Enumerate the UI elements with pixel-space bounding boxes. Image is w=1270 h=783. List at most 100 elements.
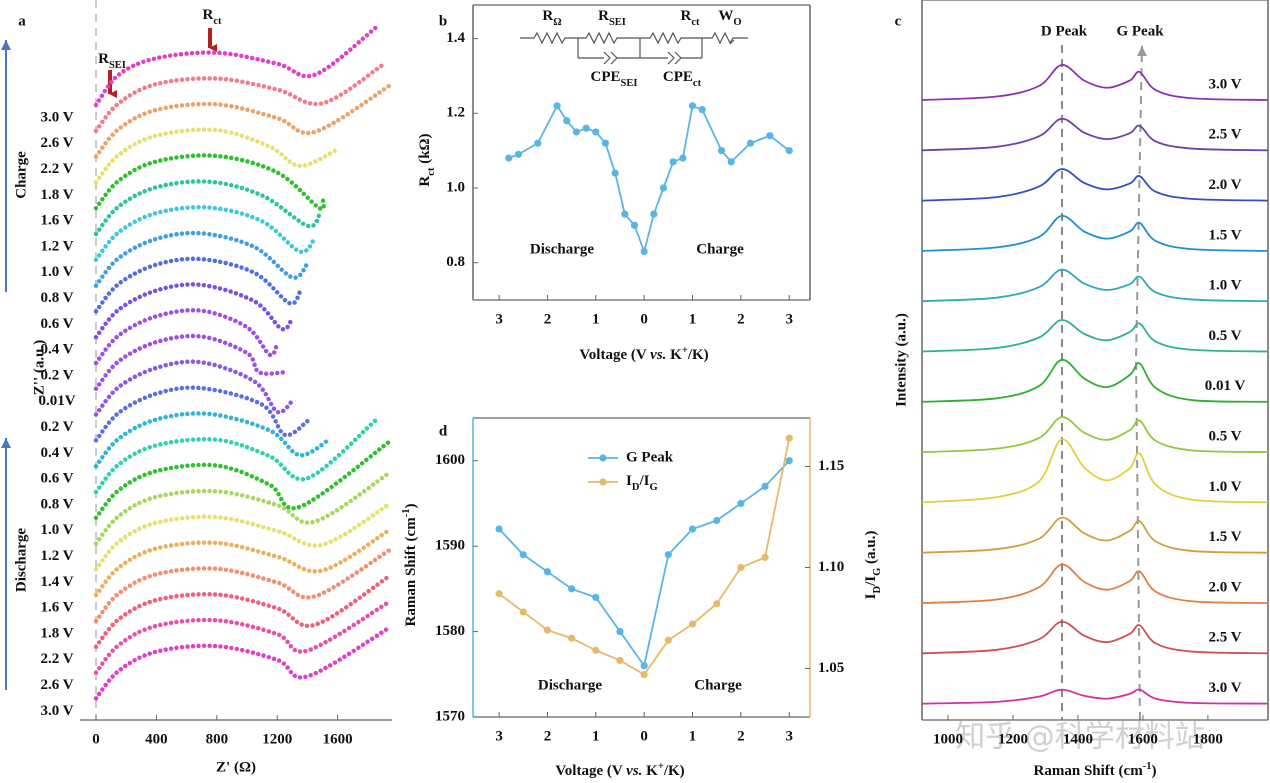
x-tick-label: 800 <box>206 731 229 747</box>
trace <box>93 153 326 212</box>
trace <box>921 268 1269 303</box>
text-part: Ω <box>553 17 561 28</box>
trace-label: 2.6 V <box>40 135 73 151</box>
trace <box>93 230 310 288</box>
trace-label: 0.2 V <box>40 367 73 383</box>
text-part: /I <box>638 473 649 489</box>
point <box>543 568 552 576</box>
x-tick-label: 1 <box>592 728 600 744</box>
annotation: RSEI <box>98 51 126 70</box>
trace <box>93 282 295 340</box>
y-axis-label: -Z'' (a.u.) <box>31 340 47 400</box>
panel-letter: c <box>895 13 902 29</box>
point <box>688 525 697 533</box>
annotation: Discharge <box>530 241 594 257</box>
trace-label: 1.2 V <box>40 238 73 254</box>
text-part: Voltage (V <box>555 763 626 779</box>
trace-label: 0.8 V <box>40 496 73 512</box>
point <box>568 585 576 593</box>
annotation: Charge <box>696 241 744 257</box>
x-tick-label: 3 <box>495 728 503 744</box>
point <box>664 636 672 644</box>
panel-letter: a <box>18 13 26 29</box>
point <box>761 553 769 561</box>
trace <box>93 359 295 417</box>
point <box>746 139 755 147</box>
trace-label: 1.5 V <box>1208 529 1241 545</box>
trace-label: 2.2 V <box>40 161 73 177</box>
text-part: + <box>658 761 664 772</box>
trace <box>921 168 1269 202</box>
text-part: vs. <box>626 763 642 779</box>
point <box>688 620 697 628</box>
point <box>568 634 576 642</box>
trace <box>93 127 340 185</box>
circuit-label: CPESEI <box>591 69 638 88</box>
annotation: Charge <box>13 151 29 199</box>
text-part: R <box>98 51 109 67</box>
point <box>563 117 571 125</box>
trace <box>921 516 1269 554</box>
panel-letter: b <box>439 13 447 29</box>
panel-letter: d <box>439 423 448 439</box>
point <box>601 139 610 147</box>
trace-label: 1.0 V <box>1208 479 1241 495</box>
point <box>616 656 624 665</box>
g-peak-guide <box>1134 45 1147 721</box>
point <box>679 154 687 162</box>
trace <box>93 418 378 495</box>
text-part: G <box>649 482 657 493</box>
trace <box>93 624 393 701</box>
trace <box>93 469 393 546</box>
y-axis-label: Raman Shift (cm-1) <box>401 504 420 627</box>
watermark: 知乎 @科学材料站 <box>955 720 1205 755</box>
annotation: Rct <box>202 7 222 26</box>
point <box>505 154 513 162</box>
trace <box>921 64 1269 101</box>
x-tick-label: 1200 <box>998 731 1028 747</box>
trace-label: 0.2 V <box>40 419 73 435</box>
text-part: ct <box>426 167 437 176</box>
trace-label: 0.5 V <box>1208 429 1241 445</box>
text-part: ) <box>403 504 419 509</box>
point <box>737 499 745 508</box>
annotation: D Peak <box>1041 23 1088 39</box>
point <box>519 551 527 559</box>
x-tick-label: 1800 <box>1193 731 1223 747</box>
x-axis-label: Raman Shift (cm-1) <box>1034 761 1157 780</box>
point <box>592 128 600 136</box>
text-part: SEI <box>109 60 126 71</box>
text-part: K <box>642 763 658 779</box>
point <box>611 169 619 177</box>
series-line <box>508 104 790 255</box>
text-part: SEI <box>621 78 638 89</box>
trace-label: 1.4 V <box>40 574 73 590</box>
point <box>514 150 523 158</box>
trace <box>921 416 1269 453</box>
point <box>717 147 726 155</box>
x-tick-label: 1 <box>592 311 600 327</box>
trace <box>93 385 310 443</box>
x-tick-label: 1 <box>689 728 697 744</box>
y-tick-label: 1590 <box>435 538 465 554</box>
point <box>553 102 561 110</box>
annotation: Discharge <box>538 677 602 693</box>
annotation: G Peak <box>1116 23 1164 39</box>
circuit-label: CPEct <box>663 69 702 88</box>
trace-label: 0.5 V <box>1208 328 1241 344</box>
point <box>737 563 745 572</box>
trace-label: 3.0 V <box>1208 680 1241 696</box>
trace <box>93 256 303 314</box>
text-part: Raman Shift (cm <box>1034 763 1144 779</box>
legend-label: ID/IG <box>626 473 658 492</box>
trace <box>921 438 1269 504</box>
trace-label: 1.0 V <box>40 264 73 280</box>
trace <box>921 563 1269 604</box>
trace-label: 0.01 V <box>1205 378 1246 394</box>
trace-label: 0.01V <box>38 393 75 409</box>
trace-label: 1.0 V <box>40 522 73 538</box>
legend-marker <box>599 478 607 486</box>
trace-label: 2.5 V <box>1208 127 1241 143</box>
point <box>582 124 590 132</box>
x-tick-label: 1600 <box>323 731 353 747</box>
